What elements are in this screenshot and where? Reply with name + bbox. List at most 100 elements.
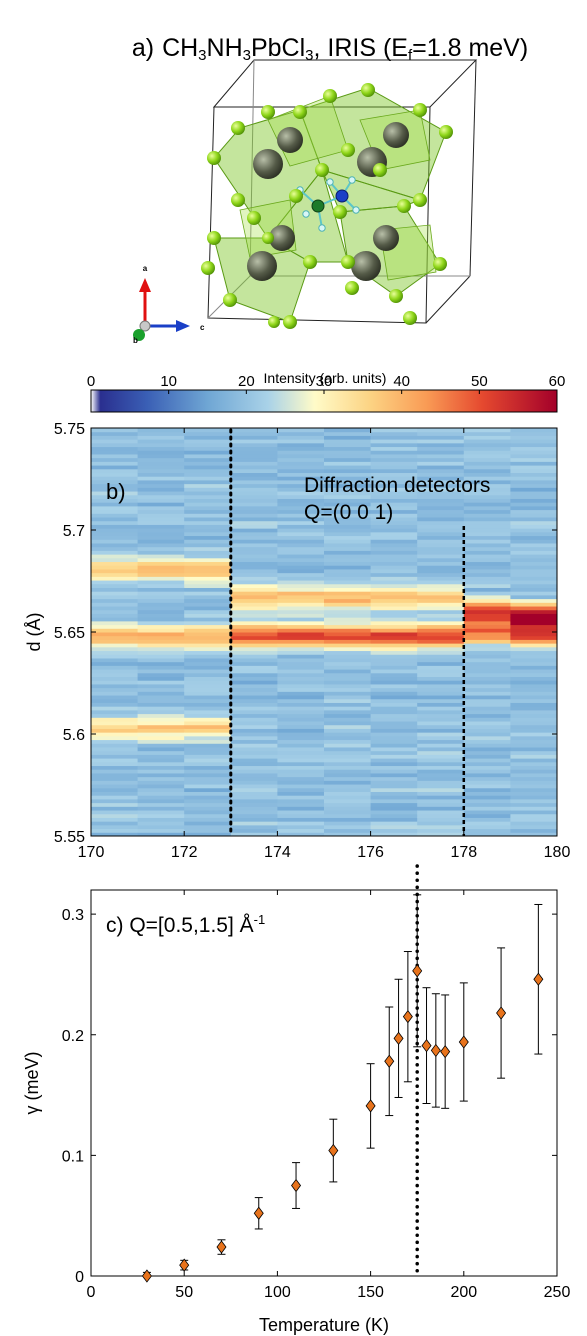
heatmap-cell	[184, 813, 232, 818]
heatmap-cell	[417, 824, 465, 830]
heatmap-cell	[463, 806, 511, 811]
heatmap-cell	[463, 461, 511, 466]
b-ytick-label: 5.55	[54, 829, 85, 846]
heatmap-cell	[324, 802, 372, 807]
heatmap-cell	[137, 806, 185, 811]
heatmap-cell	[463, 531, 511, 537]
heatmap-cell	[137, 509, 185, 514]
heatmap-cell	[324, 598, 372, 603]
heatmap-cell	[510, 565, 557, 570]
heatmap-cell	[370, 832, 418, 836]
heatmap-cell	[463, 735, 511, 741]
diamond-marker	[402, 1009, 413, 1024]
heatmap-cell	[370, 450, 418, 455]
heatmap-cell	[230, 780, 278, 785]
heatmap-cell	[91, 761, 139, 767]
heatmap-cell	[463, 824, 511, 830]
heatmap-cell	[324, 706, 372, 711]
heatmap-cell	[463, 702, 511, 707]
heatmap-cell	[417, 606, 465, 611]
heatmap-cell	[370, 602, 418, 607]
heatmap-cell	[184, 717, 232, 722]
heatmap-cell	[184, 732, 232, 737]
heatmap-cell	[91, 465, 139, 470]
heatmap-cell	[370, 628, 418, 633]
heatmap-cell	[417, 828, 465, 833]
heatmap-cell	[277, 721, 325, 726]
heatmap-cell	[370, 761, 418, 767]
heatmap-cell	[463, 665, 511, 670]
panel-c-frame	[90, 889, 558, 1277]
heatmap-cell	[510, 761, 557, 767]
heatmap-cell	[370, 676, 418, 681]
heatmap-cell	[510, 765, 557, 770]
heatmap-cell	[510, 687, 557, 692]
heatmap-cell	[324, 669, 372, 674]
heatmap-cell	[277, 598, 325, 603]
heatmap-cell	[463, 446, 511, 451]
heatmap-cell	[370, 646, 418, 652]
heatmap-cell	[370, 483, 418, 488]
heatmap-cell	[137, 654, 185, 659]
heatmap-cell	[184, 487, 232, 492]
heatmap-cell	[370, 606, 418, 611]
heatmap-cell	[417, 813, 465, 818]
heatmap-cell	[137, 661, 185, 666]
heatmap-cell	[184, 650, 232, 655]
heatmap-cell	[324, 732, 372, 737]
heatmap-cell	[277, 572, 325, 577]
heatmap-cell	[324, 772, 372, 778]
heatmap-cell	[277, 483, 325, 488]
heatmap-cell	[324, 502, 372, 507]
heatmap-cell	[91, 453, 139, 459]
heatmap-cell	[417, 672, 465, 678]
heatmap-cell	[137, 535, 185, 540]
colorbar-tick-label: 20	[238, 373, 255, 390]
heatmap-cell	[91, 632, 139, 637]
data-point	[253, 1197, 264, 1230]
heatmap-cell	[370, 672, 418, 678]
heatmap-cell	[91, 428, 139, 433]
heatmap-cell	[463, 561, 511, 566]
heatmap-cell	[184, 654, 232, 659]
heatmap-cell	[370, 713, 418, 718]
heatmap-cell	[510, 487, 557, 492]
heatmap-cell	[184, 546, 232, 551]
heatmap-cell	[91, 683, 139, 689]
heatmap-cell	[324, 587, 372, 592]
heatmap-cell	[510, 594, 557, 600]
heatmap-cell	[137, 591, 185, 596]
panel-b-annotation-1: Diffraction detectors	[304, 474, 490, 497]
heatmap-cell	[417, 832, 465, 836]
panel-b-annotation-2: Q=(0 0 1)	[304, 501, 393, 524]
heatmap-cell	[370, 721, 418, 726]
heatmap-cell	[230, 509, 278, 514]
heatmap-cell	[370, 680, 418, 685]
heatmap-cell	[91, 646, 139, 652]
panel-a: a) CH3NH3PbCl3, IRIS (Ef=1.8 meV)	[132, 34, 528, 345]
heatmap-cell	[137, 821, 185, 826]
heatmap-cell	[230, 758, 278, 763]
heatmap-cell	[324, 580, 372, 585]
heatmap-cell	[184, 461, 232, 466]
c-xtick-label: 250	[544, 1284, 571, 1301]
heatmap-cell	[91, 509, 139, 514]
heatmap-cell	[184, 453, 232, 459]
heatmap-cell	[137, 624, 185, 629]
heatmap-cell	[370, 691, 418, 696]
heatmap-cell	[277, 746, 325, 752]
heatmap-cell	[463, 453, 511, 459]
heatmap-cell	[463, 431, 511, 436]
heatmap-cell	[510, 739, 557, 744]
heatmap-cell	[417, 769, 465, 774]
heatmap-cell	[370, 813, 418, 818]
heatmap-cell	[230, 561, 278, 566]
heatmap-cell	[463, 498, 511, 503]
heatmap-cell	[510, 795, 557, 800]
heatmap-cell	[463, 650, 511, 655]
heatmap-cell	[324, 446, 372, 451]
heatmap-cell	[463, 491, 511, 496]
heatmap-cell	[417, 498, 465, 503]
heatmap-cell	[463, 791, 511, 796]
heatmap-cell	[324, 709, 372, 715]
